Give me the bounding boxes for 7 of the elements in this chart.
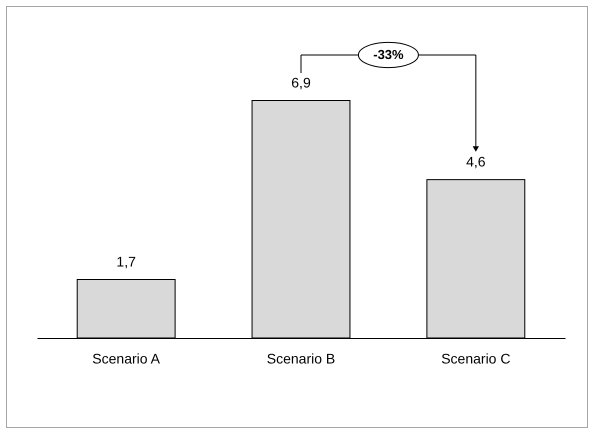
data-label: 1,7	[116, 253, 136, 270]
x-tick-label: Scenario A	[92, 350, 161, 366]
x-tick-label: Scenario B	[266, 350, 336, 366]
data-label: 6,9	[291, 74, 311, 90]
text: -33%	[373, 47, 404, 62]
data-label: 4,6	[466, 154, 486, 170]
x-tick-label: Scenario C	[441, 350, 510, 366]
